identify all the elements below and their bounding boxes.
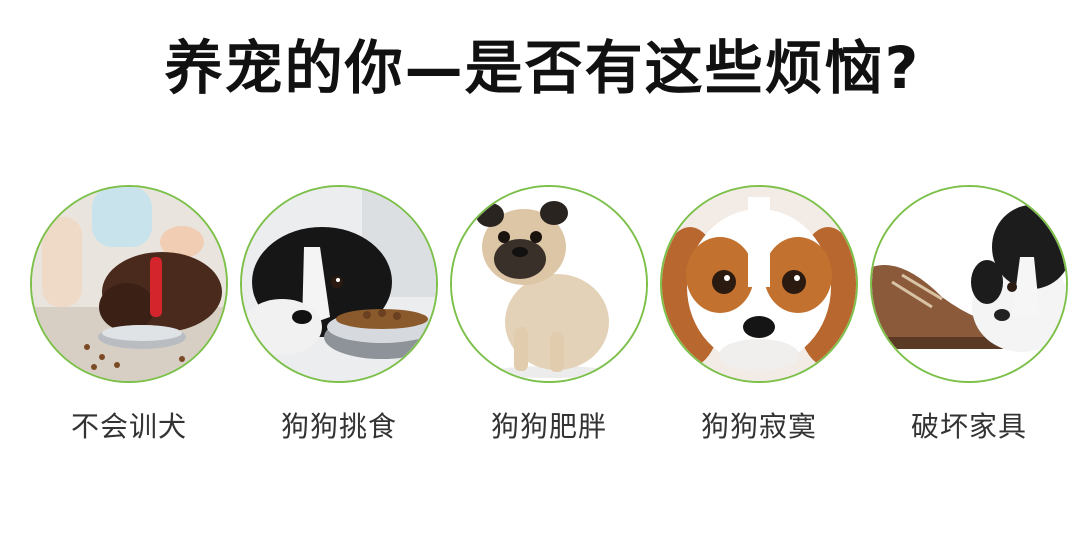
problem-item: 狗狗挑食 bbox=[240, 185, 440, 455]
dog-photo-overweight bbox=[450, 185, 648, 383]
dog-photo-training bbox=[30, 185, 228, 383]
problem-item: 狗狗肥胖 bbox=[450, 185, 650, 455]
dog-photo-destructive bbox=[870, 185, 1068, 383]
pet-problem-list: 不会训犬 bbox=[0, 185, 1085, 465]
page-title: 养宠的你—是否有这些烦恼? bbox=[164, 34, 921, 102]
dog-photo-lonely bbox=[660, 185, 858, 383]
problem-label: 破坏家具 bbox=[910, 410, 1027, 443]
problem-item: 破坏家具 bbox=[870, 185, 1070, 455]
problem-label: 狗狗挑食 bbox=[280, 410, 397, 443]
problem-item: 不会训犬 bbox=[30, 185, 230, 455]
problem-label: 不会训犬 bbox=[70, 410, 187, 443]
problem-item: 狗狗寂寞 bbox=[660, 185, 860, 455]
dog-photo-picky-eater bbox=[240, 185, 438, 383]
problem-label: 狗狗肥胖 bbox=[490, 410, 607, 443]
problem-label: 狗狗寂寞 bbox=[700, 410, 817, 443]
